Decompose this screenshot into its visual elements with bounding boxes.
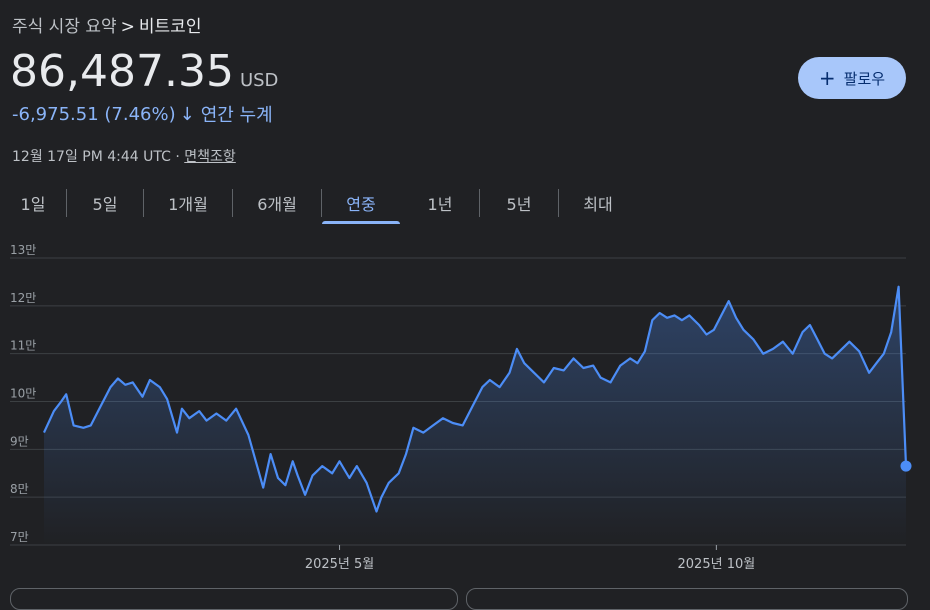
- price-area-fill: [44, 286, 906, 545]
- y-tick-label: 9만: [10, 434, 29, 448]
- price-line: [43, 285, 908, 513]
- tab-ytd[interactable]: 연중: [322, 186, 400, 224]
- y-tick-label: 12만: [10, 291, 36, 305]
- tab-label: 5일: [92, 195, 118, 214]
- tab-label: 1년: [427, 195, 453, 214]
- tab-divider: [66, 189, 67, 217]
- y-tick-label: 8만: [10, 482, 29, 496]
- y-tick-label: 13만: [10, 244, 36, 257]
- price-chart[interactable]: 13만 12만 11만 10만 9만 8만 7만 2025년 5월 2025년 10월: [0, 244, 930, 574]
- y-tick-label: 7만: [10, 530, 29, 544]
- disclaimer-link[interactable]: 면책조항: [184, 149, 236, 165]
- tab-5y[interactable]: 5년: [480, 186, 558, 220]
- tab-label: 6개월: [257, 195, 297, 214]
- price-row: 86,487.35 USD: [10, 46, 278, 97]
- follow-label: 팔로우: [843, 69, 886, 88]
- arrow-down-icon: ↓: [179, 103, 195, 125]
- change-amount: -6,975.51: [12, 103, 99, 125]
- timestamp: 12월 17일 PM 4:44 UTC: [12, 149, 171, 165]
- currency-label: USD: [239, 70, 279, 91]
- current-price: 86,487.35: [10, 46, 234, 97]
- tab-divider: [479, 189, 480, 217]
- timestamp-row: 12월 17일 PM 4:44 UTC · 면책조항: [12, 146, 236, 166]
- tab-max[interactable]: 최대: [559, 186, 637, 220]
- change-percent: (7.46%): [104, 103, 176, 125]
- tab-1y[interactable]: 1년: [401, 186, 479, 220]
- y-tick-label: 11만: [10, 339, 36, 353]
- x-tick-label: 2025년 10월: [678, 557, 756, 572]
- tab-divider: [232, 189, 233, 217]
- tab-1m[interactable]: 1개월: [144, 186, 232, 220]
- breadcrumb-separator: >: [120, 17, 135, 37]
- tab-divider: [558, 189, 559, 217]
- breadcrumb-parent-link[interactable]: 주식 시장 요약: [12, 17, 117, 37]
- y-tick-label: 10만: [10, 387, 36, 401]
- tab-divider: [321, 189, 322, 217]
- tab-label: 최대: [583, 195, 613, 214]
- related-card[interactable]: [466, 588, 908, 610]
- related-card[interactable]: [10, 588, 458, 610]
- meta-separator: ·: [175, 149, 180, 165]
- breadcrumb: 주식 시장 요약 > 비트코인: [12, 12, 201, 37]
- tab-1d[interactable]: 1일: [0, 186, 66, 220]
- y-axis-labels: 13만 12만 11만 10만 9만 8만 7만: [10, 244, 36, 544]
- change-period: 연간 누계: [200, 105, 273, 126]
- current-price-point: [900, 460, 912, 472]
- plus-icon: +: [818, 66, 836, 90]
- price-change: -6,975.51 (7.46%) ↓ 연간 누계: [12, 101, 273, 127]
- tab-5d[interactable]: 5일: [67, 186, 143, 220]
- time-range-tabs: 1일 5일 1개월 6개월 연중 1년 5년 최대: [0, 186, 637, 224]
- tab-label: 1개월: [168, 195, 208, 214]
- tab-label: 1일: [20, 195, 46, 214]
- follow-button[interactable]: + 팔로우: [798, 57, 906, 99]
- tab-label: 연중: [346, 195, 376, 214]
- tab-label: 5년: [506, 195, 532, 214]
- breadcrumb-current: 비트코인: [138, 17, 202, 37]
- x-axis-labels: 2025년 5월 2025년 10월: [305, 545, 755, 572]
- tab-6m[interactable]: 6개월: [233, 186, 321, 220]
- tab-divider: [143, 189, 144, 217]
- x-tick-label: 2025년 5월: [305, 557, 374, 572]
